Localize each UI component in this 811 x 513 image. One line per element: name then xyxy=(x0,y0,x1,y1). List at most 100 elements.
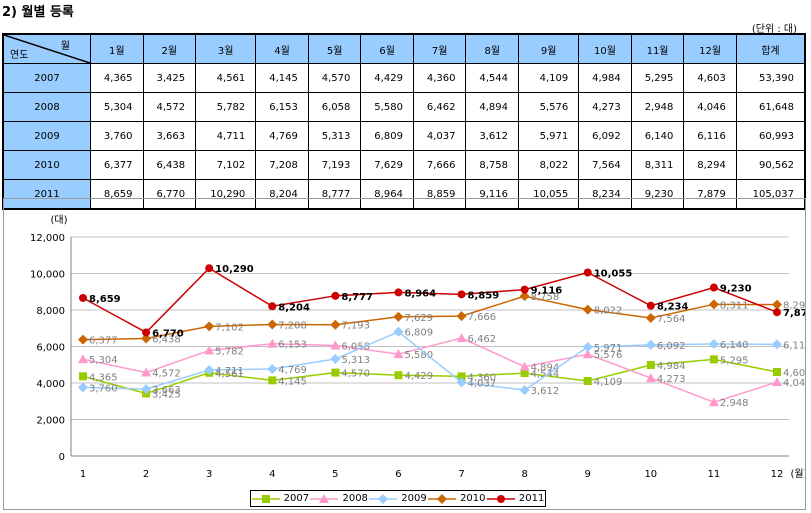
table-cell: 7,564 xyxy=(578,150,632,180)
data-point-2009 xyxy=(393,326,404,337)
table-cell: 4,429 xyxy=(360,63,414,93)
data-label-2007: 4,603 xyxy=(783,368,805,379)
data-label-2010: 7,102 xyxy=(215,322,244,333)
data-point-2008 xyxy=(645,373,656,383)
data-label-2008: 5,782 xyxy=(215,346,244,357)
data-point-2009 xyxy=(204,365,215,376)
table-cell: 6,770 xyxy=(142,179,197,210)
data-point-2009 xyxy=(708,338,719,349)
table-cell: 6,809 xyxy=(360,121,414,151)
table-cell: 6,140 xyxy=(630,121,685,151)
data-point-2009 xyxy=(141,384,152,395)
x-tick-label: 10 xyxy=(644,469,657,480)
legend-entry-2008: 2008 xyxy=(310,493,368,504)
data-point-2010 xyxy=(708,299,719,310)
chart-area: 0 2,000 4,000 6,000 8,000 10,000 12,000 (대) 1 2 3 4… xyxy=(3,198,806,510)
data-label-2011: 7,879 xyxy=(783,308,805,319)
data-label-2011: 8,234 xyxy=(657,302,689,313)
x-tick-label: 5 xyxy=(332,469,338,480)
legend-swatch xyxy=(369,493,398,504)
data-point-2008 xyxy=(141,367,152,377)
table-cell: 6,438 xyxy=(142,150,197,180)
data-point-2010 xyxy=(645,312,656,323)
series-line-2011 xyxy=(82,267,778,334)
data-label-2010: 6,377 xyxy=(89,336,118,347)
data-point-2007 xyxy=(520,369,529,378)
data-label-2010: 8,022 xyxy=(594,306,623,317)
table-corner-cell: 월 연도 xyxy=(2,33,91,64)
table-cell: 7,629 xyxy=(360,150,414,180)
data-label-2009: 4,037 xyxy=(468,378,497,389)
data-label-2009: 3,612 xyxy=(531,386,560,397)
data-point-2008 xyxy=(78,354,88,364)
data-point-2011 xyxy=(709,283,718,292)
data-label-2008: 6,153 xyxy=(278,340,307,351)
series-line-2007 xyxy=(82,358,778,395)
data-label-2011: 9,230 xyxy=(720,284,752,295)
table-cell: 8,022 xyxy=(518,150,580,180)
data-point-2008 xyxy=(267,338,278,348)
data-label-2007: 4,544 xyxy=(531,369,560,380)
data-label-2009: 5,313 xyxy=(341,355,370,366)
table-row: 2007 4,365 3,425 4,561 4,145 4,570 4,429 4,360 4… xyxy=(2,63,806,93)
data-point-2007 xyxy=(268,376,277,385)
table-cell: 4,769 xyxy=(255,121,309,151)
data-label-2011: 8,204 xyxy=(278,302,310,313)
column-header: 합계 xyxy=(735,33,806,64)
data-label-2010: 7,564 xyxy=(657,314,686,325)
table-cell: 8,758 xyxy=(465,150,520,180)
data-label-2007: 4,109 xyxy=(594,377,623,388)
data-point-2007 xyxy=(583,377,592,386)
data-label-2007: 4,570 xyxy=(341,369,370,380)
table-cell: 4,570 xyxy=(307,63,362,93)
legend-label: 2008 xyxy=(342,493,368,504)
column-header: 12월 xyxy=(683,33,737,64)
data-point-2010 xyxy=(393,311,404,322)
x-tick-label: 1 xyxy=(80,469,86,480)
y-tick-label: 2,000 xyxy=(36,416,65,427)
table-cell: 7,666 xyxy=(412,150,467,180)
table-cell: 8,777 xyxy=(307,179,362,210)
y-tick-label: 12,000 xyxy=(30,233,65,244)
table-cell: 105,037 xyxy=(735,179,806,210)
table-cell: 6,153 xyxy=(255,92,309,122)
data-label-2011: 9,116 xyxy=(531,286,563,297)
data-label-2009: 3,663 xyxy=(152,385,181,396)
legend-swatch xyxy=(251,494,280,503)
table-cell: 4,984 xyxy=(578,63,632,93)
table-cell: 5,580 xyxy=(360,92,414,122)
data-label-2008: 5,580 xyxy=(404,350,433,361)
table-cell: 7,879 xyxy=(683,179,737,210)
data-label-2011: 8,859 xyxy=(468,290,500,301)
table-cell: 10,055 xyxy=(518,179,580,210)
data-point-2010 xyxy=(456,311,467,322)
table-cell: 90,562 xyxy=(735,150,806,180)
data-point-2011 xyxy=(583,268,592,277)
legend-label: 2007 xyxy=(283,493,310,504)
data-label-2007: 4,365 xyxy=(89,372,118,383)
table-cell: 4,561 xyxy=(195,63,257,93)
data-point-2009 xyxy=(78,382,88,393)
table-cell: 8,659 xyxy=(90,179,144,210)
data-point-2007 xyxy=(79,372,87,381)
table-cell: 4,046 xyxy=(683,92,737,122)
data-label-2008: 4,894 xyxy=(531,363,560,374)
table-cell: 6,116 xyxy=(683,121,737,151)
data-point-2007 xyxy=(773,367,781,376)
data-point-2010 xyxy=(519,291,530,302)
series-line-2010 xyxy=(82,295,778,341)
data-label-2010: 7,629 xyxy=(404,313,433,324)
data-label-2009: 6,092 xyxy=(657,341,686,352)
data-point-2009 xyxy=(456,377,467,388)
table-cell: 4,711 xyxy=(195,121,257,151)
x-tick-label: 7 xyxy=(458,469,464,480)
legend-label: 2010 xyxy=(460,493,486,504)
data-label-2008: 4,273 xyxy=(657,374,686,385)
table-cell: 60,993 xyxy=(735,121,806,151)
data-point-2010 xyxy=(141,333,152,344)
table-cell: 10,290 xyxy=(195,179,257,210)
data-point-2011 xyxy=(142,328,151,337)
legend-label: 2009 xyxy=(401,493,427,504)
data-point-2011 xyxy=(394,288,403,297)
